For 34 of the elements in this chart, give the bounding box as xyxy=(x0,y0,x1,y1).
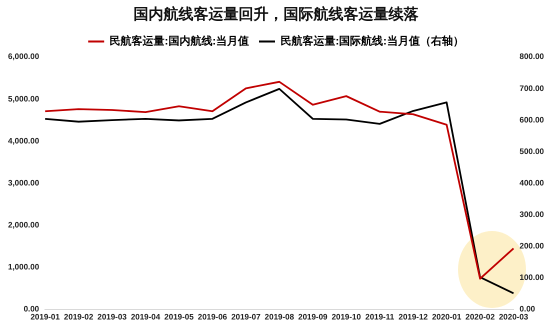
y2-tick-label: 700.00 xyxy=(520,84,545,93)
legend-label: 民航客运量:国际航线:当月值（右轴） xyxy=(280,34,464,48)
y-tick-label: 4,000.00 xyxy=(8,136,40,146)
x-tick-label: 2019-03 xyxy=(97,312,128,322)
x-tick-label: 2019-10 xyxy=(332,312,362,322)
y2-tick-label: 800.00 xyxy=(520,52,545,62)
y-tick-label: 6,000.00 xyxy=(8,52,40,62)
x-tick-label: 2019-02 xyxy=(64,312,94,322)
y-tick-label: 0.00 xyxy=(24,304,40,314)
y2-tick-label: 600.00 xyxy=(520,115,545,124)
x-tick-label: 2019-08 xyxy=(264,312,295,322)
x-tick-label: 2019-07 xyxy=(231,312,262,322)
x-tick-label: 2019-04 xyxy=(130,312,161,322)
y-tick-label: 5,000.00 xyxy=(8,94,40,104)
x-tick-label: 2019-06 xyxy=(198,312,228,322)
x-tick-label: 2019-01 xyxy=(30,312,60,322)
y-tick-label: 2,000.00 xyxy=(8,220,40,230)
x-tick-label: 2020-03 xyxy=(498,312,529,322)
x-tick-label: 2019-09 xyxy=(298,312,328,322)
y2-tick-label: 200.00 xyxy=(520,242,545,251)
x-tick-label: 2019-11 xyxy=(365,312,395,322)
y2-tick-label: 100.00 xyxy=(520,273,545,282)
legend-label: 民航客运量:国内航线:当月值 xyxy=(110,34,249,48)
y2-tick-label: 400.00 xyxy=(520,178,545,188)
chart-title: 国内航线客运量回升，国际航线客运量续落 xyxy=(134,5,420,24)
y-tick-label: 1,000.00 xyxy=(8,262,40,272)
y2-tick-label: 300.00 xyxy=(520,210,545,219)
x-tick-label: 2020-01 xyxy=(432,312,462,322)
x-tick-label: 2019-12 xyxy=(398,312,428,322)
x-tick-label: 2019-05 xyxy=(164,312,194,322)
y2-tick-label: 0.00 xyxy=(520,304,536,314)
y2-tick-label: 500.00 xyxy=(520,146,545,156)
x-tick-label: 2020-02 xyxy=(465,312,496,322)
y-tick-label: 3,000.00 xyxy=(8,178,40,188)
